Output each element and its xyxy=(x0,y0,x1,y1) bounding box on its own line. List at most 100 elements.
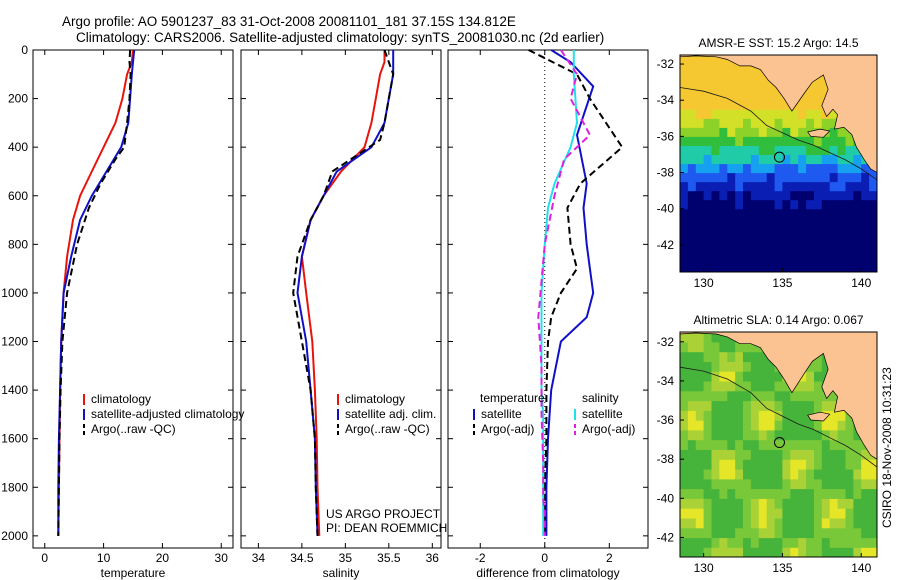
map-cell xyxy=(782,109,791,119)
map-cell xyxy=(695,226,705,237)
map-cell xyxy=(798,547,807,557)
map-cell xyxy=(680,181,689,192)
map-cell xyxy=(703,351,713,362)
map-cell xyxy=(821,217,831,228)
map-cell xyxy=(798,390,807,402)
map-cell xyxy=(743,118,752,128)
map-cell xyxy=(758,547,768,557)
map-cell xyxy=(711,547,720,557)
map-cell xyxy=(821,136,831,146)
map-cell xyxy=(806,371,815,382)
map-cell xyxy=(798,400,807,411)
legend-label: satellite xyxy=(582,407,623,421)
map-cell xyxy=(845,226,854,237)
sla-map-panel: 130 135 140 -32 -34 -36 -38 -40 -42 Altimetric SL… xyxy=(657,313,878,575)
map-cell xyxy=(743,109,752,119)
map-cell xyxy=(735,400,744,411)
map-cell xyxy=(869,508,877,519)
map-frame xyxy=(679,331,878,558)
map-cell xyxy=(766,208,776,219)
map-cell xyxy=(821,527,831,539)
map-cell xyxy=(806,400,815,411)
map-cell xyxy=(790,181,799,192)
map-cell xyxy=(766,508,776,519)
map-cell xyxy=(743,73,752,83)
map-cell xyxy=(782,163,791,174)
map-cell xyxy=(766,469,776,480)
map-cell xyxy=(806,459,815,470)
map-cell xyxy=(695,371,705,382)
map-cell xyxy=(782,478,791,490)
map-cell xyxy=(743,145,752,155)
map-cell xyxy=(814,459,823,470)
x-tick-label: 0 xyxy=(541,551,548,565)
map-cell xyxy=(695,172,705,183)
map-cell xyxy=(743,217,752,228)
map-cell xyxy=(743,517,752,529)
map-cell xyxy=(711,332,720,343)
map-cell xyxy=(837,127,847,137)
map-cell xyxy=(735,420,744,431)
map-cell xyxy=(743,527,752,539)
map-cell xyxy=(845,508,854,519)
map-cell xyxy=(711,469,720,480)
map-cell xyxy=(806,469,815,480)
map-cell xyxy=(711,537,720,548)
map-cell xyxy=(743,154,752,165)
map-cell xyxy=(861,172,870,183)
x-tick-label: 140 xyxy=(851,276,871,290)
map-cell xyxy=(798,145,807,155)
map-cell xyxy=(869,478,877,490)
map-cell xyxy=(790,547,799,557)
map-cell xyxy=(735,390,744,402)
map-cell xyxy=(829,244,839,255)
map-cell xyxy=(821,537,831,548)
map-cell xyxy=(853,172,862,183)
map-cell xyxy=(687,390,697,402)
map-cell xyxy=(750,517,760,529)
map-cell xyxy=(758,263,768,272)
map-cell xyxy=(806,235,815,246)
map-cell xyxy=(774,109,784,119)
map-cell xyxy=(798,235,807,246)
map-cell xyxy=(837,488,847,499)
map-cell xyxy=(695,208,705,219)
map-cell xyxy=(798,154,807,165)
map-cell xyxy=(750,190,760,201)
x-tick-label: 35 xyxy=(339,551,353,565)
map-cell xyxy=(782,127,791,137)
map-cell xyxy=(727,508,736,519)
map-cell xyxy=(821,208,831,219)
map-cell xyxy=(774,91,784,101)
map-cell xyxy=(853,537,862,548)
map-cell xyxy=(680,100,689,110)
y-tick-label: -42 xyxy=(657,530,675,544)
map-cell xyxy=(680,400,689,411)
y-tick-label: -36 xyxy=(657,129,675,143)
map-cell xyxy=(782,459,791,470)
map-cell xyxy=(735,145,744,155)
map-cell xyxy=(758,100,768,110)
y-tick-label: -40 xyxy=(657,202,675,216)
map-cell xyxy=(758,439,768,450)
map-cell xyxy=(680,508,689,519)
map-cell xyxy=(743,163,752,174)
map-cell xyxy=(687,332,697,343)
map-cell xyxy=(829,508,839,519)
map-cell xyxy=(766,488,776,499)
map-cell xyxy=(703,361,713,372)
map-cell xyxy=(814,263,823,272)
y-tick-label: 200 xyxy=(8,92,28,106)
map-cell xyxy=(861,181,870,192)
map-cell xyxy=(821,181,831,192)
map-cell xyxy=(837,253,847,264)
map-cell xyxy=(750,64,760,74)
map-cell xyxy=(735,190,744,201)
map-cell xyxy=(687,439,697,450)
map-cell xyxy=(719,400,728,411)
map-cell xyxy=(837,498,847,509)
map-cell xyxy=(829,226,839,237)
legend-label: Argo(-adj) xyxy=(481,422,534,436)
map-cell xyxy=(814,199,823,210)
map-cell xyxy=(711,508,720,519)
